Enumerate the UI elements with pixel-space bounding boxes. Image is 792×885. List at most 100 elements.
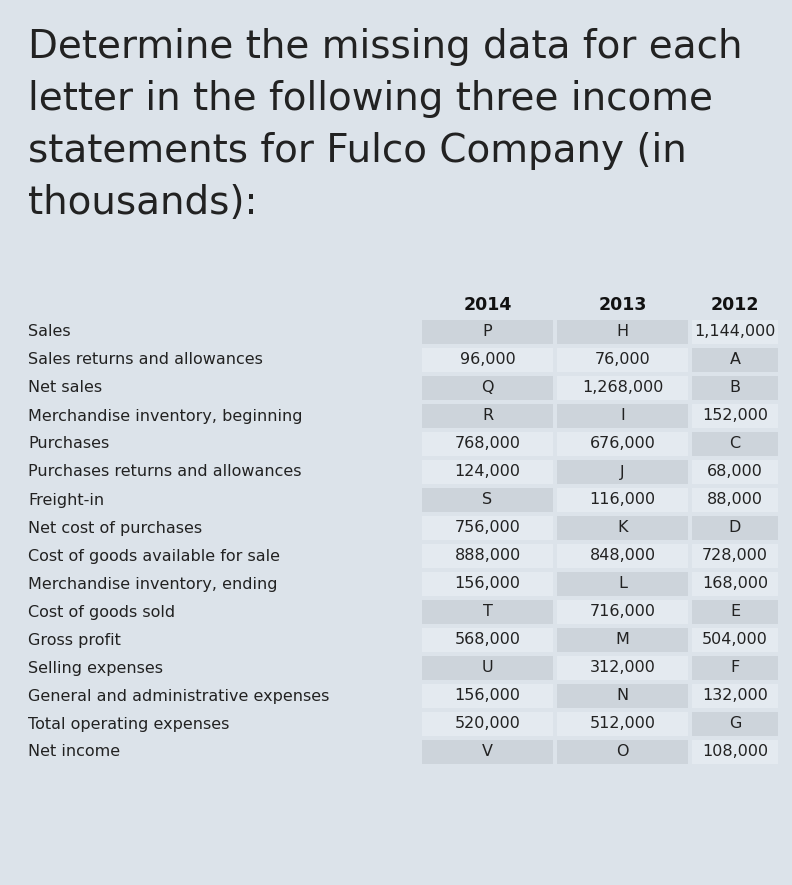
- Text: 124,000: 124,000: [455, 465, 520, 480]
- Text: 848,000: 848,000: [589, 549, 656, 564]
- Text: I: I: [620, 409, 625, 424]
- Bar: [692, 460, 778, 484]
- Text: 676,000: 676,000: [589, 436, 656, 451]
- Bar: [557, 656, 688, 680]
- Text: H: H: [616, 325, 629, 340]
- Text: 132,000: 132,000: [702, 689, 768, 704]
- Bar: [692, 320, 778, 344]
- Text: N: N: [616, 689, 629, 704]
- Text: 156,000: 156,000: [455, 576, 520, 591]
- Bar: [557, 404, 688, 428]
- Text: 520,000: 520,000: [455, 717, 520, 732]
- Bar: [422, 432, 553, 456]
- Bar: [692, 656, 778, 680]
- Bar: [422, 544, 553, 568]
- Text: U: U: [482, 660, 493, 675]
- Bar: [692, 544, 778, 568]
- Bar: [692, 348, 778, 372]
- Bar: [692, 628, 778, 652]
- Text: Sales: Sales: [28, 325, 70, 340]
- Bar: [422, 404, 553, 428]
- Bar: [422, 600, 553, 624]
- Text: B: B: [729, 381, 741, 396]
- Text: S: S: [482, 492, 493, 507]
- Bar: [557, 684, 688, 708]
- Bar: [422, 376, 553, 400]
- Text: 768,000: 768,000: [455, 436, 520, 451]
- Text: Selling expenses: Selling expenses: [28, 660, 163, 675]
- Bar: [557, 628, 688, 652]
- Text: Determine the missing data for each: Determine the missing data for each: [28, 28, 743, 66]
- Bar: [557, 432, 688, 456]
- Bar: [422, 684, 553, 708]
- Text: 156,000: 156,000: [455, 689, 520, 704]
- Text: thousands):: thousands):: [28, 184, 257, 222]
- Text: T: T: [482, 604, 493, 620]
- Text: 2013: 2013: [598, 296, 647, 314]
- Text: D: D: [729, 520, 741, 535]
- Bar: [422, 488, 553, 512]
- Bar: [557, 488, 688, 512]
- Bar: [692, 684, 778, 708]
- Text: R: R: [482, 409, 493, 424]
- Text: 504,000: 504,000: [702, 633, 768, 648]
- Text: 88,000: 88,000: [707, 492, 763, 507]
- Text: 312,000: 312,000: [589, 660, 656, 675]
- Bar: [422, 320, 553, 344]
- Text: L: L: [618, 576, 627, 591]
- Text: V: V: [482, 744, 493, 759]
- Text: 116,000: 116,000: [589, 492, 656, 507]
- Text: 728,000: 728,000: [702, 549, 768, 564]
- Text: 1,268,000: 1,268,000: [582, 381, 663, 396]
- Bar: [692, 600, 778, 624]
- Text: Q: Q: [482, 381, 493, 396]
- Bar: [422, 460, 553, 484]
- Text: Freight-in: Freight-in: [28, 492, 104, 507]
- Text: General and administrative expenses: General and administrative expenses: [28, 689, 329, 704]
- Text: 2012: 2012: [710, 296, 760, 314]
- Text: Merchandise inventory, ending: Merchandise inventory, ending: [28, 576, 277, 591]
- Bar: [422, 348, 553, 372]
- Bar: [422, 572, 553, 596]
- Text: Net cost of purchases: Net cost of purchases: [28, 520, 202, 535]
- Text: P: P: [482, 325, 493, 340]
- Bar: [557, 544, 688, 568]
- Text: Merchandise inventory, beginning: Merchandise inventory, beginning: [28, 409, 303, 424]
- Bar: [557, 740, 688, 764]
- Text: Total operating expenses: Total operating expenses: [28, 717, 230, 732]
- Text: Purchases returns and allowances: Purchases returns and allowances: [28, 465, 302, 480]
- Text: M: M: [615, 633, 630, 648]
- Text: A: A: [729, 352, 741, 367]
- Text: Sales returns and allowances: Sales returns and allowances: [28, 352, 263, 367]
- Text: 1,144,000: 1,144,000: [695, 325, 775, 340]
- Text: E: E: [730, 604, 740, 620]
- Bar: [557, 320, 688, 344]
- Text: 76,000: 76,000: [595, 352, 650, 367]
- Text: J: J: [620, 465, 625, 480]
- Text: F: F: [730, 660, 740, 675]
- Bar: [692, 516, 778, 540]
- Text: Purchases: Purchases: [28, 436, 109, 451]
- Text: 568,000: 568,000: [455, 633, 520, 648]
- Text: 2014: 2014: [463, 296, 512, 314]
- Bar: [692, 712, 778, 736]
- Text: letter in the following three income: letter in the following three income: [28, 80, 713, 118]
- Bar: [422, 656, 553, 680]
- Text: 716,000: 716,000: [589, 604, 656, 620]
- Bar: [557, 516, 688, 540]
- Bar: [692, 572, 778, 596]
- Text: K: K: [617, 520, 628, 535]
- Text: statements for Fulco Company (in: statements for Fulco Company (in: [28, 132, 687, 170]
- Text: 108,000: 108,000: [702, 744, 768, 759]
- Bar: [692, 488, 778, 512]
- Text: 512,000: 512,000: [589, 717, 656, 732]
- Bar: [557, 572, 688, 596]
- Bar: [557, 348, 688, 372]
- Text: 756,000: 756,000: [455, 520, 520, 535]
- Bar: [422, 712, 553, 736]
- Bar: [557, 600, 688, 624]
- Bar: [692, 376, 778, 400]
- Text: Cost of goods sold: Cost of goods sold: [28, 604, 175, 620]
- Text: Net income: Net income: [28, 744, 120, 759]
- Text: G: G: [729, 717, 741, 732]
